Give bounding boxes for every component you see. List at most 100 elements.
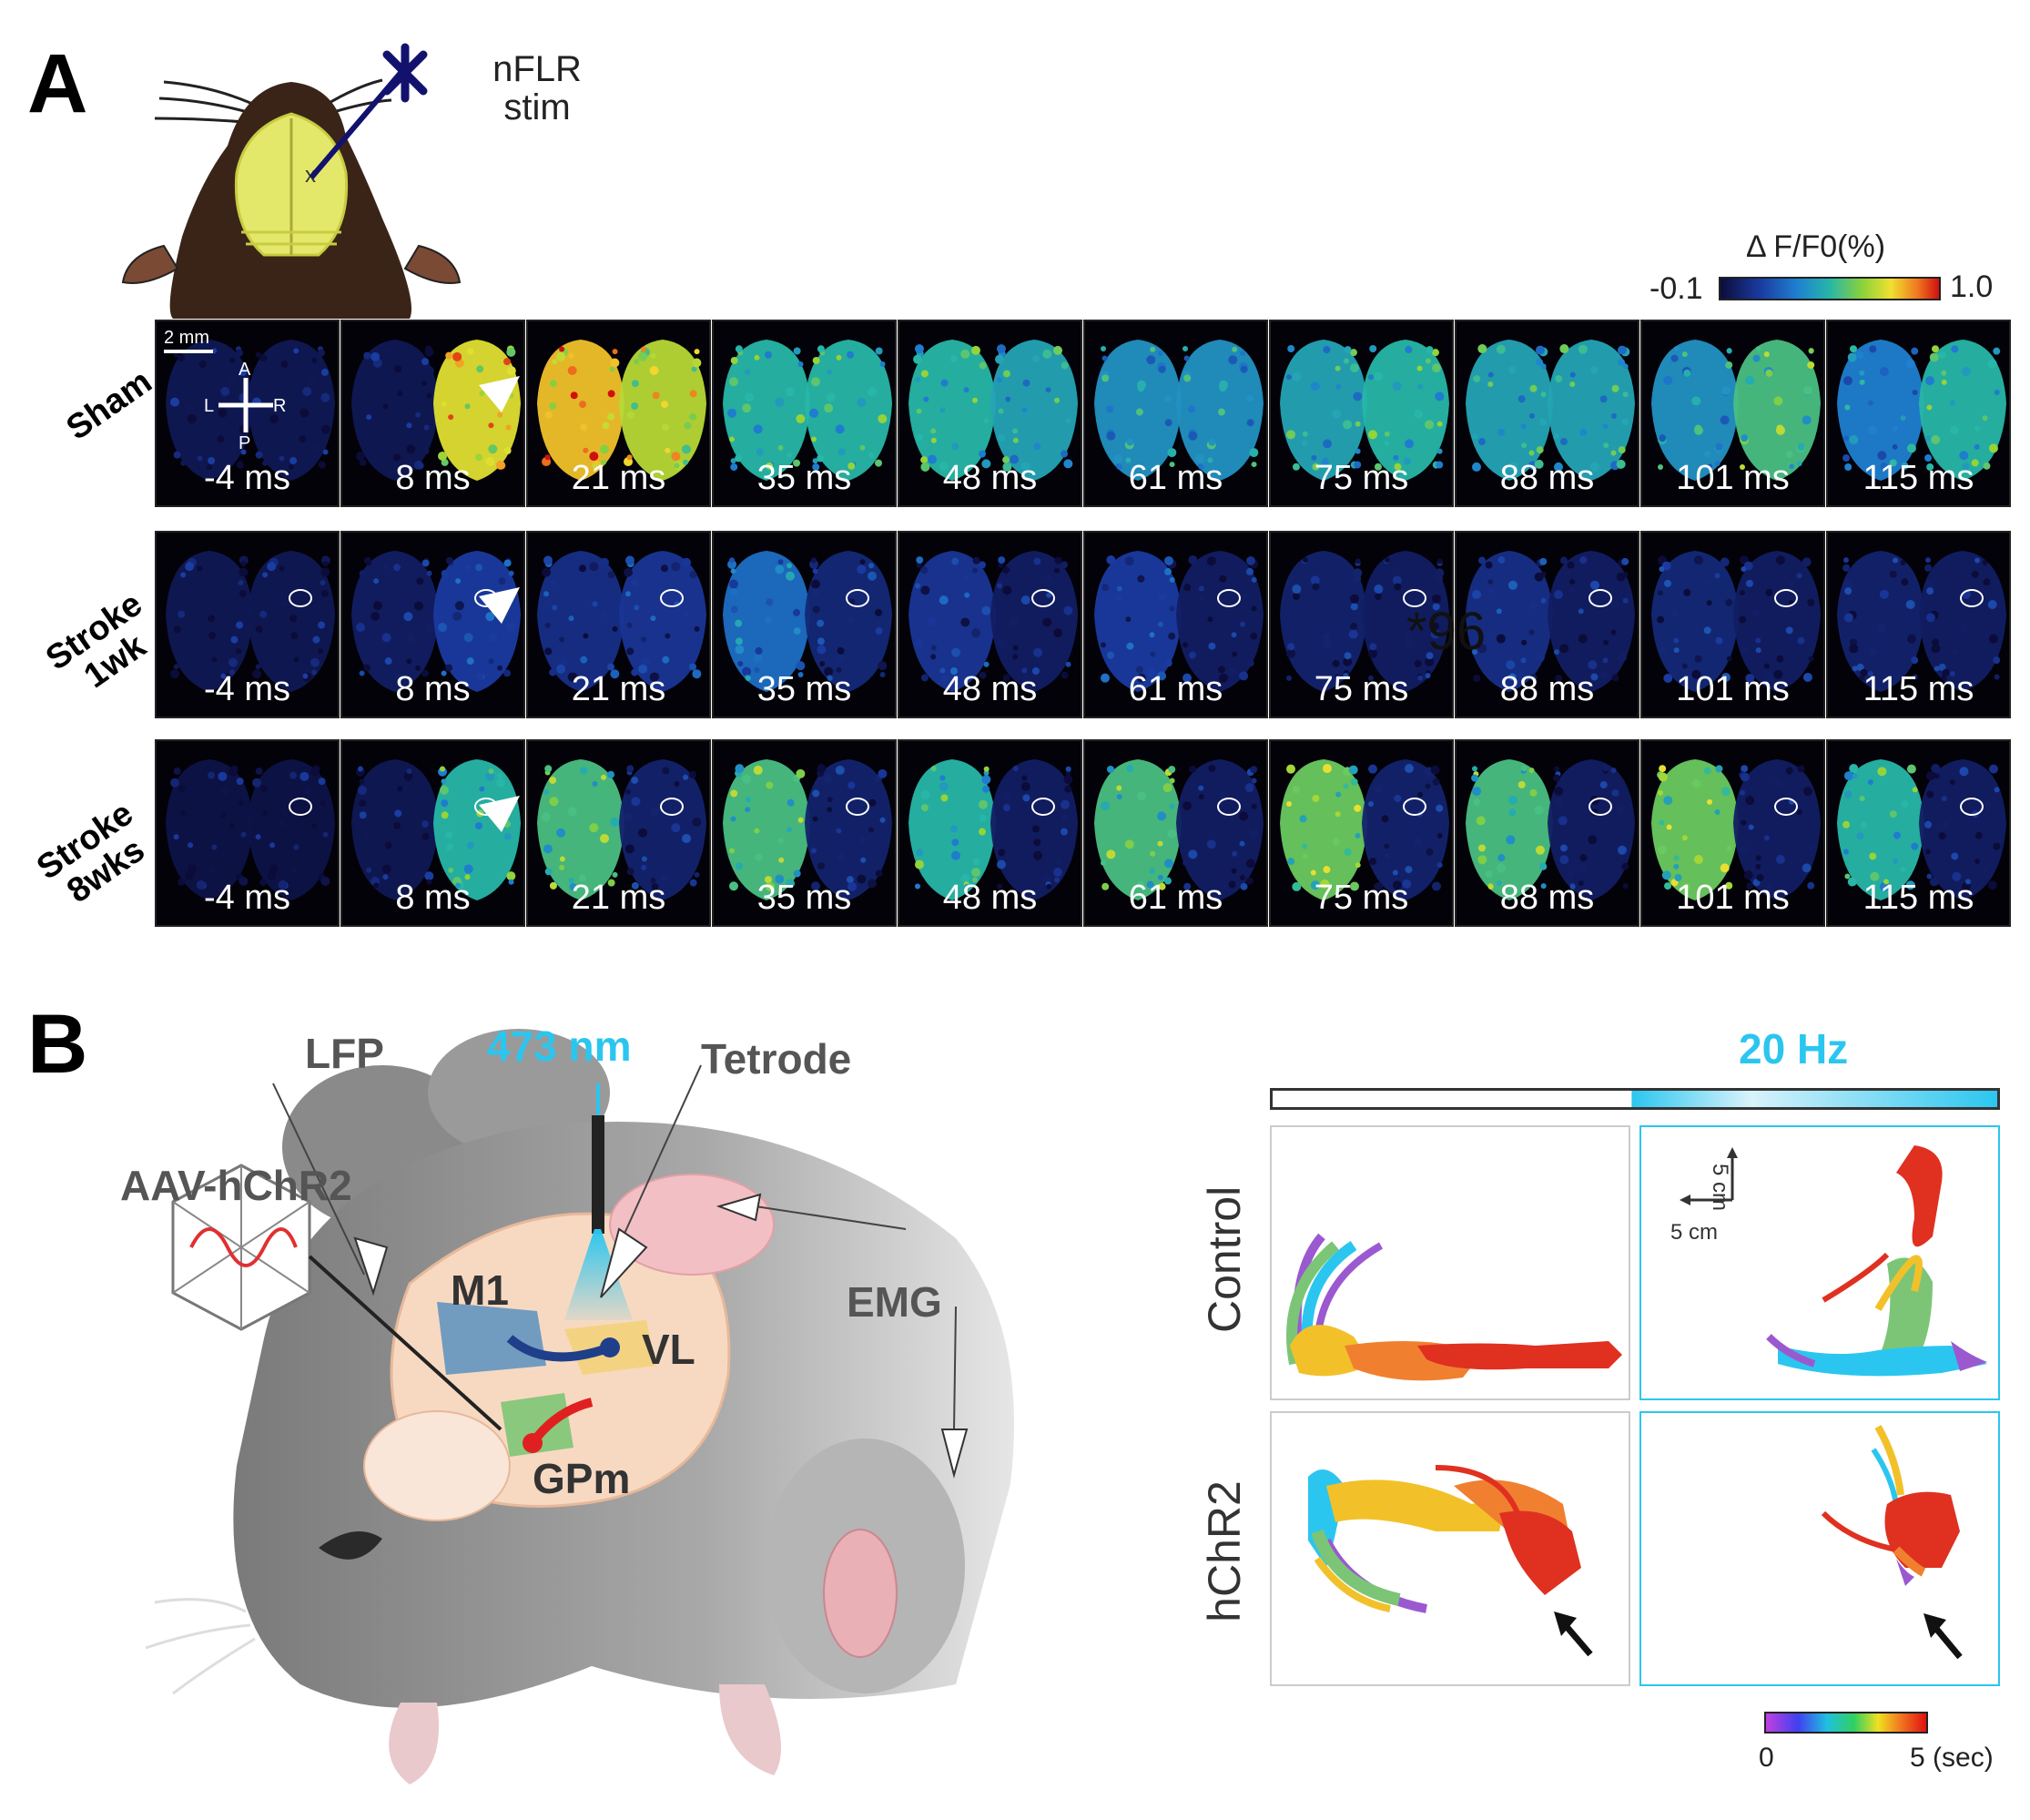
activity-speckle [320, 580, 326, 586]
activity-speckle [1539, 418, 1548, 426]
activity-speckle [727, 559, 737, 569]
frame-time-label: 88 ms [1499, 879, 1595, 917]
activity-speckle [302, 387, 312, 397]
activity-speckle [930, 645, 937, 651]
activity-speckle [928, 616, 938, 626]
imaging-frame: 35 ms [712, 739, 897, 927]
activity-speckle [1578, 608, 1584, 615]
activity-speckle [827, 807, 833, 813]
activity-speckle [777, 838, 784, 844]
activity-speckle [1773, 396, 1783, 406]
imaging-frame: 21 ms [526, 320, 711, 507]
activity-speckle [1579, 428, 1588, 436]
frame-time-label: 21 ms [571, 670, 666, 708]
activity-speckle [1322, 639, 1332, 649]
activity-speckle [638, 828, 648, 838]
activity-speckle [441, 778, 447, 785]
activity-speckle [1883, 879, 1889, 885]
activity-speckle [439, 785, 449, 795]
label-tetrode: Tetrode [701, 1035, 852, 1083]
activity-speckle [1046, 883, 1052, 890]
activity-speckle [1343, 358, 1349, 364]
activity-speckle [1925, 435, 1932, 442]
activity-speckle [1150, 850, 1156, 857]
activity-speckle [393, 564, 401, 572]
activity-speckle [1869, 345, 1877, 353]
activity-speckle [1033, 850, 1043, 860]
activity-speckle [649, 807, 659, 817]
activity-speckle [729, 436, 736, 442]
activity-speckle [1002, 790, 1012, 800]
activity-speckle [939, 667, 946, 674]
activity-speckle [236, 461, 244, 469]
activity-speckle [1843, 376, 1853, 386]
activity-speckle [939, 462, 949, 472]
stroke-region-outline [660, 798, 684, 816]
activity-speckle [1912, 389, 1918, 395]
activity-speckle [570, 391, 578, 400]
activity-speckle [1292, 463, 1300, 471]
activity-speckle [1246, 419, 1254, 427]
activity-speckle [220, 786, 230, 796]
time-colorbar-max: 5 (sec) [1910, 1743, 1994, 1773]
activity-speckle [236, 349, 244, 357]
activity-speckle [1567, 561, 1575, 569]
activity-speckle [1867, 779, 1873, 786]
activity-speckle [173, 451, 181, 459]
activity-speckle [1843, 771, 1853, 781]
activity-speckle [255, 768, 263, 776]
activity-speckle [1789, 463, 1795, 470]
activity-speckle [1472, 590, 1482, 600]
activity-speckle [859, 838, 866, 844]
stroke-region-outline [1774, 589, 1798, 607]
activity-speckle [359, 778, 365, 785]
stim-label-line2: stim [503, 87, 571, 127]
activity-speckle [228, 657, 238, 667]
activity-speckle [983, 769, 990, 776]
activity-speckle [1802, 672, 1812, 682]
left-hemisphere [1466, 340, 1553, 481]
right-hemisphere [1919, 340, 2006, 481]
activity-speckle [1374, 463, 1382, 471]
stroke-region-outline [660, 589, 684, 607]
orientation-p: P [239, 433, 251, 453]
activity-speckle [793, 459, 801, 467]
activity-speckle [312, 635, 320, 644]
activity-speckle [578, 874, 586, 882]
activity-speckle [1785, 450, 1793, 458]
activity-speckle [1616, 805, 1626, 815]
activity-speckle [1020, 595, 1030, 605]
activity-speckle [1367, 648, 1377, 658]
activity-speckle [1860, 821, 1868, 829]
activity-speckle [544, 622, 551, 628]
activity-speckle [1431, 881, 1441, 891]
left-hemisphere [1094, 551, 1182, 692]
activity-speckle [1206, 839, 1216, 849]
activity-speckle [1033, 647, 1043, 657]
activity-speckle [170, 397, 180, 407]
activity-speckle [997, 883, 1003, 890]
activity-speckle [951, 557, 959, 565]
activity-speckle [1394, 583, 1402, 591]
activity-speckle [1599, 395, 1608, 403]
activity-speckle [730, 463, 738, 471]
cortex-activity-map [908, 759, 1078, 900]
activity-speckle [180, 460, 187, 466]
activity-speckle [488, 444, 498, 454]
activity-speckle [173, 768, 181, 776]
left-hemisphere [1837, 551, 1924, 692]
activity-speckle [1529, 384, 1538, 392]
activity-speckle [505, 424, 512, 431]
activity-speckle [793, 869, 801, 878]
activity-speckle [1228, 355, 1238, 365]
activity-speckle [1808, 656, 1814, 662]
activity-speckle [662, 656, 670, 664]
mouse-head-illustration: x [121, 43, 462, 319]
activity-speckle [508, 879, 514, 885]
activity-speckle [1355, 862, 1361, 869]
activity-speckle [728, 579, 738, 589]
activity-speckle [1425, 673, 1431, 679]
activity-speckle [384, 348, 392, 356]
activity-speckle [373, 882, 380, 889]
activity-speckle [859, 559, 866, 565]
